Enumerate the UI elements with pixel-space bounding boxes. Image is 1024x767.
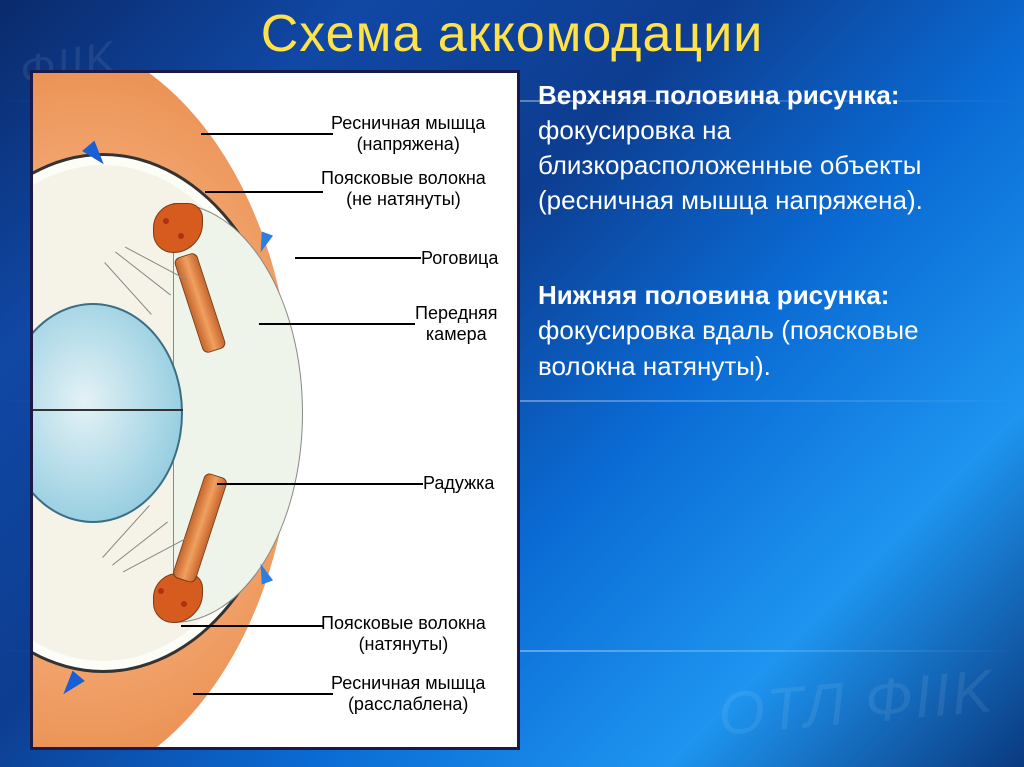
lens-divider	[30, 409, 183, 411]
description: Верхняя половина рисунка: фокусировка на…	[538, 70, 1004, 750]
slide: ФIIK ОТЛ ФIIK Схема аккомодации	[0, 0, 1024, 767]
slide-title: Схема аккомодации	[0, 0, 1024, 64]
diagram-label: Передняякамера	[415, 303, 498, 344]
vessel-dot	[158, 588, 164, 594]
diagram-label: Радужка	[423, 473, 494, 494]
vessel-dot	[163, 218, 169, 224]
diagram-label: Поясковые волокна(не натянуты)	[321, 168, 486, 209]
vessel-dot	[181, 601, 187, 607]
content-row: Ресничная мышца(напряжена) Поясковые воло…	[0, 64, 1024, 750]
description-lower: Нижняя половина рисунка: фокусировка вда…	[538, 278, 1004, 383]
desc-bold: Верхняя половина рисунка:	[538, 80, 899, 110]
diagram: Ресничная мышца(напряжена) Поясковые воло…	[30, 70, 520, 750]
diagram-label: Ресничная мышца(расслаблена)	[331, 673, 485, 714]
leader-line	[205, 191, 323, 193]
diagram-label: Ресничная мышца(напряжена)	[331, 113, 485, 154]
leader-line	[201, 133, 333, 135]
desc-text: фокусировка вдаль (поясковые волокна нат…	[538, 315, 919, 380]
diagram-label: Роговица	[421, 248, 498, 269]
vessel-dot	[178, 233, 184, 239]
leader-line	[259, 323, 415, 325]
diagram-label: Поясковые волокна(натянуты)	[321, 613, 486, 654]
leader-line	[295, 257, 421, 259]
leader-line	[181, 625, 323, 627]
desc-text: фокусировка на близкорасположенные объек…	[538, 115, 923, 215]
desc-bold: Нижняя половина рисунка:	[538, 280, 889, 310]
leader-line	[217, 483, 423, 485]
leader-line	[193, 693, 333, 695]
